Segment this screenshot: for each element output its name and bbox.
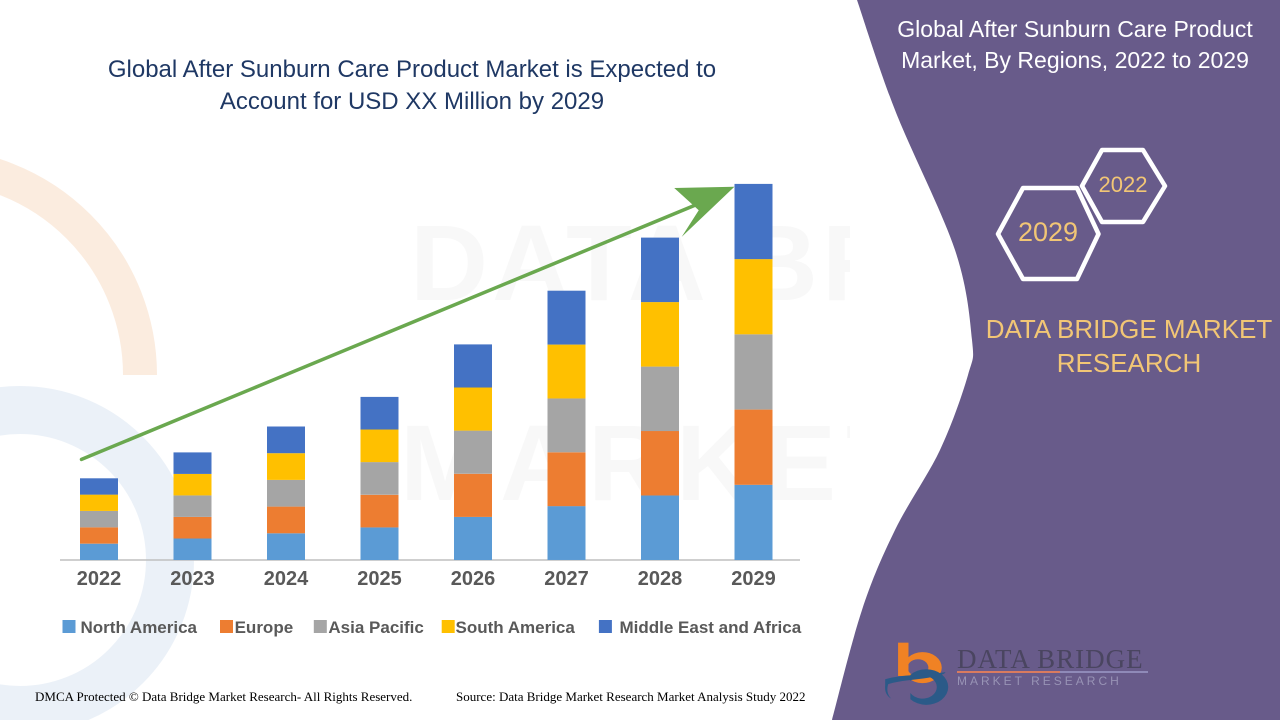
svg-text:2024: 2024 [264,568,309,590]
svg-text:Europe: Europe [235,618,294,637]
svg-text:Middle East and Africa: Middle East and Africa [620,618,802,637]
svg-text:2025: 2025 [357,568,402,590]
svg-text:2022: 2022 [77,568,122,590]
svg-text:Asia Pacific: Asia Pacific [328,618,423,637]
svg-text:2023: 2023 [170,568,215,590]
svg-text:RESEARCH: RESEARCH [1057,348,1201,378]
svg-text:2028: 2028 [638,568,683,590]
svg-text:North America: North America [81,618,198,637]
svg-text:MARKET RESEARCH: MARKET RESEARCH [957,674,1122,688]
svg-text:2027: 2027 [544,568,589,590]
svg-text:2022: 2022 [1099,172,1148,197]
svg-text:DATA BRIDGE: DATA BRIDGE [957,644,1144,674]
svg-text:South America: South America [456,618,576,637]
svg-text:2029: 2029 [731,568,776,590]
svg-text:2029: 2029 [1018,217,1078,247]
svg-text:2026: 2026 [451,568,496,590]
svg-text:DATA BRIDGE MARKET: DATA BRIDGE MARKET [986,314,1273,344]
